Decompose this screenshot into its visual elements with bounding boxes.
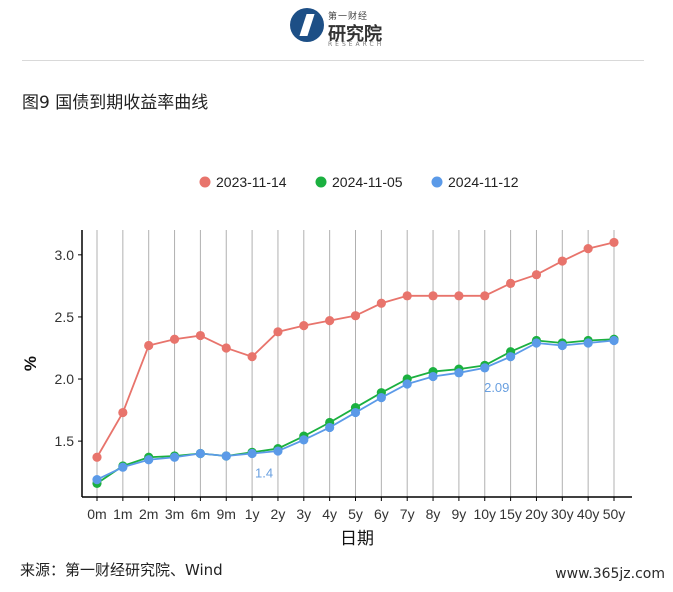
data-point-2024-11-12-0m	[92, 475, 102, 485]
data-point-2024-11-12-1y	[247, 448, 257, 459]
logo-small-text: 第一财经	[328, 12, 369, 22]
figure-title: 图9 国债到期收益率曲线	[22, 93, 209, 113]
x-tick-label: 40y	[577, 506, 600, 522]
x-tick-label: 20y	[525, 506, 548, 522]
data-point-2024-11-12-20y	[531, 338, 542, 348]
data-point-2024-11-12-40y	[583, 338, 593, 348]
data-point-2023-11-14-30y	[557, 256, 567, 266]
legend-label-2024-11-05: 2024-11-05	[332, 174, 403, 190]
data-point-2024-11-12-30y	[557, 340, 567, 351]
chart-series	[92, 237, 619, 488]
data-point-2023-11-14-15y	[506, 278, 516, 288]
legend-swatch-2024-11-12	[431, 176, 443, 188]
yield-curve-chart: 2023-11-14 2024-11-05 2024-11-12 1.4 2.09 1…	[21, 174, 632, 548]
data-point-2023-11-14-20y	[531, 270, 542, 280]
data-point-2023-11-14-9m	[221, 343, 231, 353]
y-tick-label: 2.5	[55, 309, 75, 325]
chart-legend: 2023-11-14 2024-11-05 2024-11-12	[199, 174, 519, 190]
data-point-2024-11-12-50y	[609, 335, 619, 346]
x-axis-title: 日期	[340, 529, 374, 548]
x-tick-label: 8y	[426, 506, 441, 522]
logo-sub-text: RESEARCH	[328, 41, 385, 48]
x-tick-label: 0m	[87, 506, 106, 522]
y-tick-label: 2.0	[55, 371, 75, 387]
data-point-2023-11-14-4y	[325, 316, 335, 326]
data-point-2024-11-12-3m	[169, 452, 180, 462]
x-tick-label: 9m	[217, 506, 236, 522]
data-point-2023-11-14-40y	[583, 244, 593, 254]
data-point-2023-11-14-2m	[144, 340, 154, 351]
data-label-10y: 2.09	[484, 380, 509, 395]
x-tick-label: 6m	[191, 506, 210, 522]
x-tick-label: 50y	[603, 506, 626, 522]
logo-main-text: 研究院	[328, 24, 382, 45]
x-tick-label: 3y	[296, 506, 311, 522]
data-point-2023-11-14-1y	[247, 352, 257, 362]
data-point-2024-11-12-2y	[273, 446, 283, 456]
y-tick-label: 1.5	[55, 433, 75, 449]
x-tick-label: 2m	[139, 506, 158, 522]
x-tick-label: 1m	[113, 506, 132, 522]
data-point-2024-11-12-2m	[144, 455, 154, 465]
research-institute-logo: 第一财经 研究院 RESEARCH	[290, 6, 390, 52]
header-divider	[22, 60, 644, 61]
data-point-2024-11-12-7y	[402, 379, 412, 389]
data-point-2023-11-14-6y	[376, 298, 386, 308]
chart-axes: 1.5 2.0 2.5 3.0 0m 1m 2m 3m 6m 9m 1y 2y 3y 4y 5y 6y 7y 8y…	[21, 230, 632, 548]
data-point-2023-11-14-9y	[454, 291, 464, 301]
chart-data-labels: 1.4 2.09	[255, 380, 509, 481]
legend-label-2023-11-14: 2023-11-14	[216, 174, 287, 190]
x-tick-label: 6y	[374, 506, 389, 522]
data-label-1y: 1.4	[255, 466, 273, 481]
legend-swatch-2023-11-14	[199, 176, 211, 188]
source-note: 来源：第一财经研究院、Wind	[20, 561, 223, 579]
data-point-2024-11-12-4y	[325, 422, 335, 433]
x-tick-label: 2y	[271, 506, 286, 522]
data-point-2024-11-12-1m	[118, 462, 128, 472]
x-tick-label: 9y	[452, 506, 467, 522]
data-point-2024-11-12-6m	[195, 448, 205, 459]
x-tick-label: 3m	[165, 506, 184, 522]
logo-badge-icon	[290, 8, 324, 42]
data-point-2023-11-14-7y	[402, 291, 412, 301]
data-point-2024-11-12-8y	[428, 371, 438, 382]
legend-swatch-2024-11-05	[315, 176, 327, 188]
watermark-text: www.365jz.com	[555, 566, 665, 582]
y-axis-title: %	[21, 356, 40, 371]
data-point-2023-11-14-0m	[92, 452, 102, 462]
x-tick-label: 4y	[322, 506, 337, 522]
data-point-2023-11-14-10y	[480, 291, 490, 301]
data-point-2023-11-14-3m	[169, 334, 180, 344]
report-header: 第一财经 研究院 RESEARCH	[0, 0, 673, 62]
data-point-2023-11-14-8y	[428, 291, 438, 301]
data-point-2024-11-12-5y	[350, 407, 361, 418]
data-point-2023-11-14-6m	[195, 330, 205, 341]
data-point-2024-11-12-6y	[376, 393, 386, 403]
x-tick-label: 5y	[348, 506, 363, 522]
data-point-2024-11-12-15y	[506, 352, 516, 362]
data-point-2023-11-14-50y	[609, 237, 619, 248]
data-point-2023-11-14-5y	[350, 311, 361, 321]
x-tick-label: 1y	[245, 506, 260, 522]
data-point-2024-11-12-10y	[480, 363, 490, 373]
data-point-2024-11-12-9m	[221, 451, 231, 461]
data-point-2023-11-14-3y	[299, 321, 309, 331]
x-tick-label: 10y	[473, 506, 496, 522]
data-point-2024-11-12-3y	[299, 435, 309, 445]
legend-label-2024-11-12: 2024-11-12	[448, 174, 519, 190]
x-tick-label: 30y	[551, 506, 574, 522]
x-tick-label: 7y	[400, 506, 415, 522]
y-tick-label: 3.0	[55, 247, 75, 263]
data-point-2024-11-12-9y	[454, 368, 464, 378]
x-tick-label: 15y	[499, 506, 522, 522]
data-point-2023-11-14-1m	[118, 407, 128, 418]
data-point-2023-11-14-2y	[273, 327, 283, 337]
